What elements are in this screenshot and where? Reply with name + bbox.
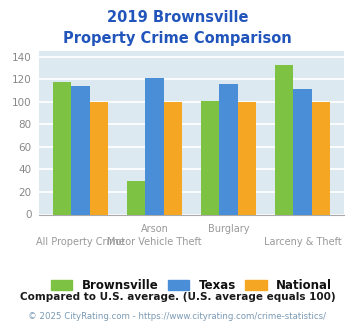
Bar [238, 102, 256, 214]
Bar [275, 65, 294, 214]
Bar [71, 86, 90, 214]
Text: Property Crime Comparison: Property Crime Comparison [63, 31, 292, 46]
Text: All Property Crime: All Property Crime [36, 237, 125, 247]
Bar [90, 102, 108, 214]
Bar [146, 78, 164, 214]
Text: Motor Vehicle Theft: Motor Vehicle Theft [107, 237, 202, 247]
Bar [201, 101, 219, 214]
Bar [219, 84, 238, 214]
Text: Larceny & Theft: Larceny & Theft [264, 237, 342, 247]
Text: Burglary: Burglary [208, 224, 250, 234]
Bar [312, 102, 331, 214]
Text: Compared to U.S. average. (U.S. average equals 100): Compared to U.S. average. (U.S. average … [20, 292, 335, 302]
Text: © 2025 CityRating.com - https://www.cityrating.com/crime-statistics/: © 2025 CityRating.com - https://www.city… [28, 312, 327, 321]
Text: Arson: Arson [141, 224, 169, 234]
Bar [53, 82, 71, 214]
Legend: Brownsville, Texas, National: Brownsville, Texas, National [47, 274, 337, 297]
Text: 2019 Brownsville: 2019 Brownsville [107, 10, 248, 25]
Bar [127, 181, 146, 214]
Bar [294, 89, 312, 214]
Bar [164, 102, 182, 214]
